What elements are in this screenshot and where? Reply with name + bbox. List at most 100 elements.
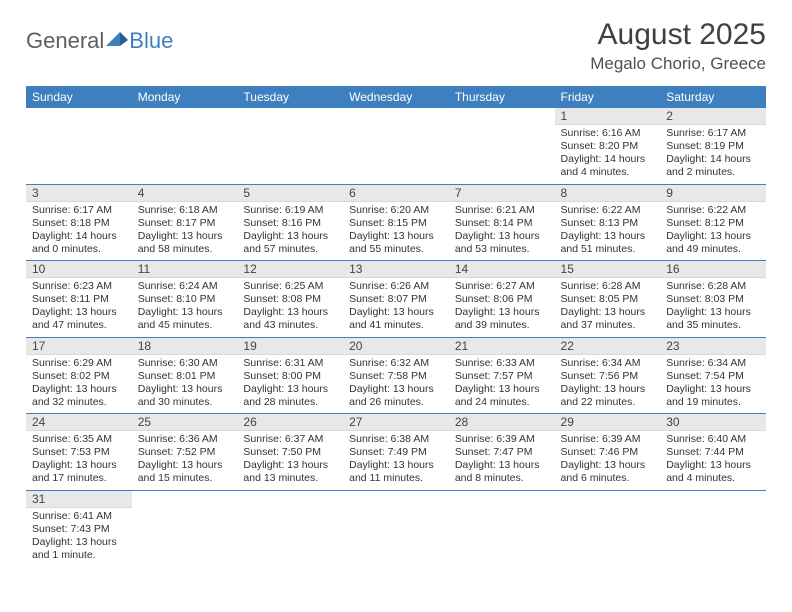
calendar-cell: 11Sunrise: 6:24 AMSunset: 8:10 PMDayligh… [132, 261, 238, 338]
day-body: Sunrise: 6:16 AMSunset: 8:20 PMDaylight:… [555, 125, 661, 184]
sunrise-text: Sunrise: 6:21 AM [455, 204, 549, 217]
day-body: Sunrise: 6:28 AMSunset: 8:03 PMDaylight:… [660, 278, 766, 337]
day-number: 25 [132, 414, 238, 431]
sunset-text: Sunset: 7:46 PM [561, 446, 655, 459]
header: General Blue August 2025 Megalo Chorio, … [26, 18, 766, 74]
daylight-text: Daylight: 13 hours and 15 minutes. [138, 459, 232, 485]
day-body: Sunrise: 6:23 AMSunset: 8:11 PMDaylight:… [26, 278, 132, 337]
day-number: 20 [343, 338, 449, 355]
sunset-text: Sunset: 8:16 PM [243, 217, 337, 230]
sunset-text: Sunset: 8:03 PM [666, 293, 760, 306]
weekday-header: Sunday [26, 86, 132, 108]
calendar-week-row: 1Sunrise: 6:16 AMSunset: 8:20 PMDaylight… [26, 108, 766, 184]
daylight-text: Daylight: 13 hours and 26 minutes. [349, 383, 443, 409]
daylight-text: Daylight: 13 hours and 24 minutes. [455, 383, 549, 409]
weekday-header: Wednesday [343, 86, 449, 108]
daylight-text: Daylight: 13 hours and 55 minutes. [349, 230, 443, 256]
day-body: Sunrise: 6:33 AMSunset: 7:57 PMDaylight:… [449, 355, 555, 414]
title-block: August 2025 Megalo Chorio, Greece [590, 18, 766, 74]
calendar-cell: 5Sunrise: 6:19 AMSunset: 8:16 PMDaylight… [237, 184, 343, 261]
calendar-cell: 3Sunrise: 6:17 AMSunset: 8:18 PMDaylight… [26, 184, 132, 261]
daylight-text: Daylight: 13 hours and 51 minutes. [561, 230, 655, 256]
daylight-text: Daylight: 13 hours and 8 minutes. [455, 459, 549, 485]
daylight-text: Daylight: 13 hours and 4 minutes. [666, 459, 760, 485]
day-number: 10 [26, 261, 132, 278]
sunset-text: Sunset: 8:15 PM [349, 217, 443, 230]
calendar-cell [26, 108, 132, 184]
day-number: 23 [660, 338, 766, 355]
day-number: 5 [237, 185, 343, 202]
calendar-week-row: 3Sunrise: 6:17 AMSunset: 8:18 PMDaylight… [26, 184, 766, 261]
daylight-text: Daylight: 13 hours and 1 minute. [32, 536, 126, 562]
sunrise-text: Sunrise: 6:28 AM [666, 280, 760, 293]
calendar-cell: 21Sunrise: 6:33 AMSunset: 7:57 PMDayligh… [449, 337, 555, 414]
sunset-text: Sunset: 7:53 PM [32, 446, 126, 459]
sunrise-text: Sunrise: 6:19 AM [243, 204, 337, 217]
day-number: 19 [237, 338, 343, 355]
sunrise-text: Sunrise: 6:28 AM [561, 280, 655, 293]
day-body: Sunrise: 6:24 AMSunset: 8:10 PMDaylight:… [132, 278, 238, 337]
sunset-text: Sunset: 7:52 PM [138, 446, 232, 459]
sunrise-text: Sunrise: 6:26 AM [349, 280, 443, 293]
day-number: 12 [237, 261, 343, 278]
logo-text-1: General [26, 28, 104, 54]
sunrise-text: Sunrise: 6:20 AM [349, 204, 443, 217]
daylight-text: Daylight: 13 hours and 32 minutes. [32, 383, 126, 409]
day-body: Sunrise: 6:34 AMSunset: 7:56 PMDaylight:… [555, 355, 661, 414]
day-body: Sunrise: 6:22 AMSunset: 8:13 PMDaylight:… [555, 202, 661, 261]
day-number: 11 [132, 261, 238, 278]
calendar-week-row: 31Sunrise: 6:41 AMSunset: 7:43 PMDayligh… [26, 490, 766, 566]
calendar-cell [343, 108, 449, 184]
calendar-cell: 6Sunrise: 6:20 AMSunset: 8:15 PMDaylight… [343, 184, 449, 261]
calendar-cell: 15 Sunrise: 6:28 AMSunset: 8:05 PMDayligh… [555, 261, 661, 338]
sunrise-text: Sunrise: 6:41 AM [32, 510, 126, 523]
calendar-cell: 9Sunrise: 6:22 AMSunset: 8:12 PMDaylight… [660, 184, 766, 261]
day-number: 31 [26, 491, 132, 508]
sunrise-text: Sunrise: 6:22 AM [561, 204, 655, 217]
calendar-cell: 20Sunrise: 6:32 AMSunset: 7:58 PMDayligh… [343, 337, 449, 414]
calendar-cell [237, 108, 343, 184]
day-body: Sunrise: 6:21 AMSunset: 8:14 PMDaylight:… [449, 202, 555, 261]
calendar-cell: 23Sunrise: 6:34 AMSunset: 7:54 PMDayligh… [660, 337, 766, 414]
day-number: 21 [449, 338, 555, 355]
day-number: 3 [26, 185, 132, 202]
day-number: 7 [449, 185, 555, 202]
day-number: 26 [237, 414, 343, 431]
weekday-header-row: Sunday Monday Tuesday Wednesday Thursday… [26, 86, 766, 108]
calendar-cell: 25Sunrise: 6:36 AMSunset: 7:52 PMDayligh… [132, 414, 238, 491]
day-number: 28 [449, 414, 555, 431]
calendar-cell: 24Sunrise: 6:35 AMSunset: 7:53 PMDayligh… [26, 414, 132, 491]
sunset-text: Sunset: 8:00 PM [243, 370, 337, 383]
sunset-text: Sunset: 8:07 PM [349, 293, 443, 306]
sunset-text: Sunset: 8:05 PM [561, 293, 655, 306]
day-number: 22 [555, 338, 661, 355]
sunset-text: Sunset: 7:44 PM [666, 446, 760, 459]
sunrise-text: Sunrise: 6:18 AM [138, 204, 232, 217]
daylight-text: Daylight: 13 hours and 37 minutes. [561, 306, 655, 332]
day-number: 8 [555, 185, 661, 202]
calendar-week-row: 17Sunrise: 6:29 AMSunset: 8:02 PMDayligh… [26, 337, 766, 414]
sunset-text: Sunset: 8:12 PM [666, 217, 760, 230]
day-body: Sunrise: 6:39 AMSunset: 7:46 PMDaylight:… [555, 431, 661, 490]
weekday-header: Thursday [449, 86, 555, 108]
sunrise-text: Sunrise: 6:33 AM [455, 357, 549, 370]
sunrise-text: Sunrise: 6:17 AM [32, 204, 126, 217]
calendar-cell [449, 108, 555, 184]
calendar-week-row: 24Sunrise: 6:35 AMSunset: 7:53 PMDayligh… [26, 414, 766, 491]
day-number: 1 [555, 108, 661, 125]
daylight-text: Daylight: 13 hours and 47 minutes. [32, 306, 126, 332]
day-body: Sunrise: 6:40 AMSunset: 7:44 PMDaylight:… [660, 431, 766, 490]
sunset-text: Sunset: 7:47 PM [455, 446, 549, 459]
calendar-cell: 19Sunrise: 6:31 AMSunset: 8:00 PMDayligh… [237, 337, 343, 414]
day-number: 15 [555, 261, 661, 278]
calendar-cell: 4Sunrise: 6:18 AMSunset: 8:17 PMDaylight… [132, 184, 238, 261]
day-body: Sunrise: 6:37 AMSunset: 7:50 PMDaylight:… [237, 431, 343, 490]
weekday-header: Tuesday [237, 86, 343, 108]
daylight-text: Daylight: 14 hours and 0 minutes. [32, 230, 126, 256]
calendar-cell: 12Sunrise: 6:25 AMSunset: 8:08 PMDayligh… [237, 261, 343, 338]
daylight-text: Daylight: 13 hours and 58 minutes. [138, 230, 232, 256]
sunrise-text: Sunrise: 6:39 AM [455, 433, 549, 446]
day-number: 13 [343, 261, 449, 278]
day-number: 9 [660, 185, 766, 202]
calendar-cell: 28 Sunrise: 6:39 AMSunset: 7:47 PMDayligh… [449, 414, 555, 491]
